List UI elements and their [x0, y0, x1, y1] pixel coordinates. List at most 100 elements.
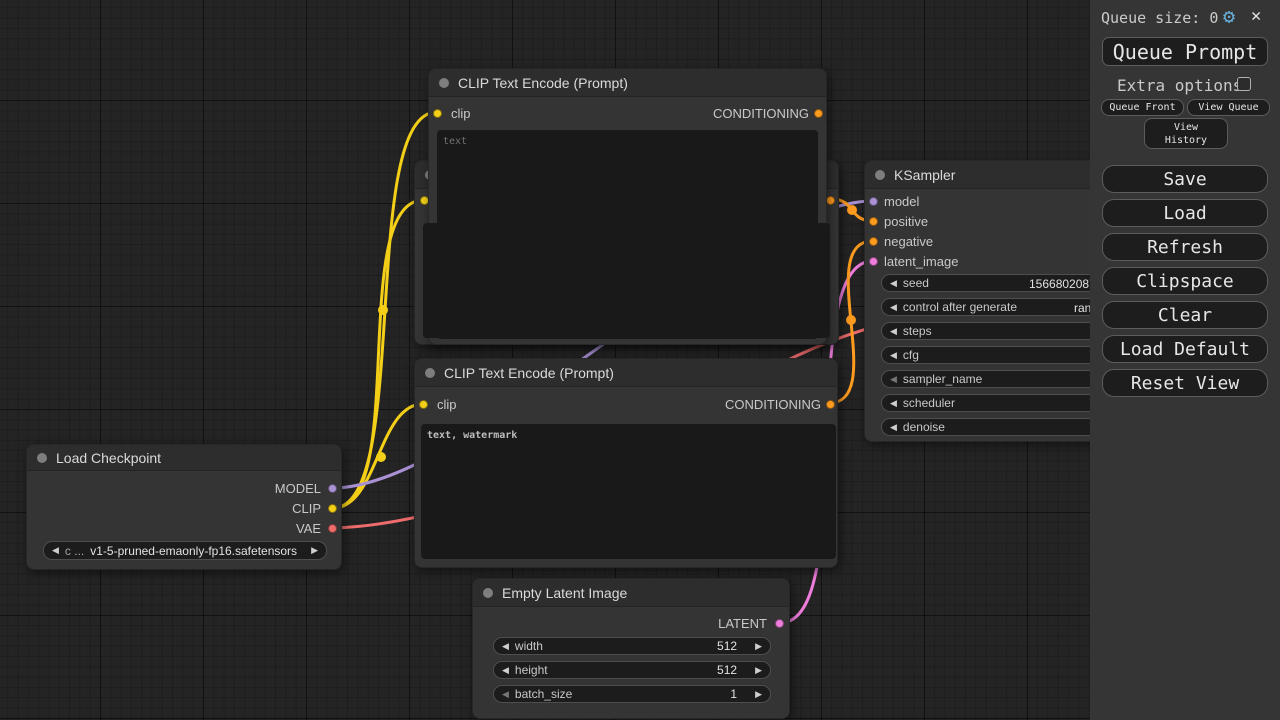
model-input-label: model [884, 194, 920, 209]
clear-button[interactable]: Clear [1102, 301, 1268, 329]
link-midpoint-dot[interactable] [376, 452, 386, 462]
view-history-line: History [1164, 134, 1208, 146]
queue-prompt-button[interactable]: Queue Prompt [1102, 37, 1268, 66]
positive-input-label: positive [884, 214, 929, 229]
node-load-checkpoint[interactable]: Load Checkpoint MODEL CLIP VAE ◀ c ... v… [26, 444, 342, 570]
link-midpoint-dot[interactable] [847, 205, 857, 215]
positive-input-slot[interactable] [869, 217, 878, 226]
prompt-textarea-empty[interactable]: text [437, 130, 818, 339]
clip-output-label: CLIP [292, 501, 321, 516]
link-midpoint-dot[interactable] [846, 315, 856, 325]
load-default-button[interactable]: Load Default [1102, 335, 1268, 363]
gear-icon[interactable]: ⚙ [1223, 4, 1236, 28]
widget-value[interactable]: 512 [717, 663, 738, 677]
latent-output-slot[interactable] [775, 619, 784, 628]
latent-output-label: LATENT [718, 616, 767, 631]
vae-output-label: VAE [295, 521, 321, 536]
extra-options-checkbox[interactable] [1237, 77, 1251, 91]
node-title: CLIP Text Encode (Prompt) [444, 364, 614, 381]
save-button[interactable]: Save [1102, 165, 1268, 193]
widget-label: cfg [902, 348, 919, 362]
left-arrow-icon[interactable]: ◀ [890, 421, 897, 432]
left-arrow-icon[interactable]: ◀ [502, 664, 509, 675]
collapse-dot-icon[interactable] [483, 587, 493, 598]
view-history-button[interactable]: View History [1144, 118, 1228, 149]
latent-image-input-slot[interactable] [869, 257, 878, 266]
widget-label: batch_size [514, 687, 573, 701]
left-arrow-icon[interactable]: ◀ [890, 397, 897, 408]
model-input-slot[interactable] [869, 197, 878, 206]
widget-label: c ... [64, 543, 85, 558]
refresh-button[interactable]: Refresh [1102, 233, 1268, 261]
node-title: KSampler [894, 166, 956, 183]
right-arrow-icon[interactable]: ▶ [755, 688, 762, 699]
reset-view-button[interactable]: Reset View [1102, 369, 1268, 397]
clip-input-slot[interactable] [433, 109, 442, 118]
negative-input-label: negative [884, 234, 934, 249]
latent-image-input-label: latent_image [884, 254, 959, 269]
conditioning-output-slot[interactable] [826, 196, 835, 205]
conditioning-output-slot[interactable] [814, 109, 823, 118]
left-arrow-icon[interactable]: ◀ [890, 277, 897, 288]
node-title: CLIP Text Encode (Prompt) [458, 74, 628, 91]
right-arrow-icon[interactable]: ▶ [755, 640, 762, 651]
node-title-bar[interactable]: Load Checkpoint [27, 445, 341, 471]
widget-label: seed [902, 276, 929, 290]
queue-size-label: Queue size: 0 [1101, 9, 1219, 27]
conditioning-output-slot[interactable] [826, 400, 835, 409]
view-queue-button[interactable]: View Queue [1187, 99, 1270, 116]
node-title-bar[interactable]: CLIP Text Encode (Prompt) [429, 69, 826, 97]
model-output-slot[interactable] [328, 484, 337, 493]
widget-value[interactable]: 512 [717, 639, 738, 653]
left-arrow-icon[interactable]: ◀ [890, 373, 897, 384]
node-empty-latent-image[interactable]: Empty Latent Image LATENT ◀ width 512 ▶ … [472, 578, 790, 719]
widget-value[interactable]: 1566802087 [1029, 277, 1096, 291]
collapse-dot-icon[interactable] [425, 367, 435, 378]
node-title-bar[interactable]: CLIP Text Encode (Prompt) [415, 359, 837, 387]
right-arrow-icon[interactable]: ▶ [311, 545, 318, 555]
model-output-label: MODEL [274, 481, 321, 496]
widget-label: height [514, 663, 548, 677]
widget-label: control after generate [902, 300, 1017, 314]
ckpt-name-combo-widget[interactable]: ◀ c ... v1-5-pruned-emaonly-fp16.safeten… [43, 541, 327, 560]
widget-value[interactable]: 1 [730, 687, 738, 701]
clipspace-button[interactable]: Clipspace [1102, 267, 1268, 295]
left-arrow-icon[interactable]: ◀ [890, 325, 897, 336]
comfy-menu-panel: Queue size: 0 ⚙ ✕ Queue Prompt Extra opt… [1090, 0, 1280, 720]
collapse-dot-icon[interactable] [439, 77, 449, 88]
node-title-bar[interactable]: Empty Latent Image [473, 579, 789, 607]
widget-label: width [514, 639, 543, 653]
collapse-dot-icon[interactable] [37, 452, 47, 463]
left-arrow-icon[interactable]: ◀ [502, 688, 509, 699]
clip-output-slot[interactable] [328, 504, 337, 513]
left-arrow-icon[interactable]: ◀ [52, 545, 59, 555]
left-arrow-icon[interactable]: ◀ [502, 640, 509, 651]
link-midpoint-dot[interactable] [378, 305, 388, 315]
node-title: Load Checkpoint [56, 449, 162, 466]
left-arrow-icon[interactable]: ◀ [890, 301, 897, 312]
queue-front-button[interactable]: Queue Front [1101, 99, 1184, 116]
height-widget[interactable]: ◀ height 512 ▶ [493, 661, 771, 679]
prompt-textarea-negative[interactable]: text, watermark [421, 424, 836, 559]
conditioning-output-label: CONDITIONING [712, 106, 809, 121]
widget-label: steps [902, 324, 932, 338]
collapse-dot-icon[interactable] [875, 169, 885, 180]
conditioning-output-label: CONDITIONING [724, 397, 821, 412]
widget-label: sampler_name [902, 372, 983, 386]
load-button[interactable]: Load [1102, 199, 1268, 227]
widget-value[interactable]: v1-5-pruned-emaonly-fp16.safetensors [90, 543, 298, 558]
batch-size-widget[interactable]: ◀ batch_size 1 ▶ [493, 685, 771, 703]
widget-label: denoise [902, 420, 945, 434]
clip-input-slot[interactable] [419, 400, 428, 409]
right-arrow-icon[interactable]: ▶ [755, 664, 762, 675]
close-icon[interactable]: ✕ [1251, 6, 1262, 26]
left-arrow-icon[interactable]: ◀ [890, 349, 897, 360]
negative-input-slot[interactable] [869, 237, 878, 246]
extra-options-label: Extra options [1117, 76, 1243, 95]
width-widget[interactable]: ◀ width 512 ▶ [493, 637, 771, 655]
widget-label: scheduler [902, 396, 955, 410]
clip-input-label: clip [437, 397, 457, 412]
view-history-line: View [1173, 121, 1199, 133]
vae-output-slot[interactable] [328, 524, 337, 533]
